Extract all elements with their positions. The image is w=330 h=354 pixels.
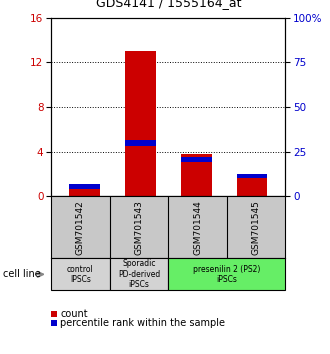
FancyBboxPatch shape xyxy=(168,258,285,290)
FancyBboxPatch shape xyxy=(51,258,110,290)
Text: GSM701542: GSM701542 xyxy=(76,200,85,255)
Bar xyxy=(181,154,212,196)
Bar xyxy=(125,140,156,146)
Bar xyxy=(69,184,100,189)
Text: count: count xyxy=(60,309,88,319)
Bar xyxy=(181,158,212,162)
Text: percentile rank within the sample: percentile rank within the sample xyxy=(60,318,225,328)
Text: GDS4141 / 1555164_at: GDS4141 / 1555164_at xyxy=(96,0,241,9)
Text: Sporadic
PD-derived
iPSCs: Sporadic PD-derived iPSCs xyxy=(118,259,160,289)
FancyBboxPatch shape xyxy=(110,258,168,290)
Text: control
IPSCs: control IPSCs xyxy=(67,265,94,284)
Bar xyxy=(237,173,267,178)
Text: GSM701544: GSM701544 xyxy=(193,200,202,255)
Text: GSM701545: GSM701545 xyxy=(252,200,261,255)
Bar xyxy=(125,51,156,196)
Bar xyxy=(237,174,267,196)
Text: GSM701543: GSM701543 xyxy=(135,200,144,255)
Bar xyxy=(69,185,100,196)
Text: cell line: cell line xyxy=(3,269,41,279)
Text: presenilin 2 (PS2)
iPSCs: presenilin 2 (PS2) iPSCs xyxy=(193,265,261,284)
